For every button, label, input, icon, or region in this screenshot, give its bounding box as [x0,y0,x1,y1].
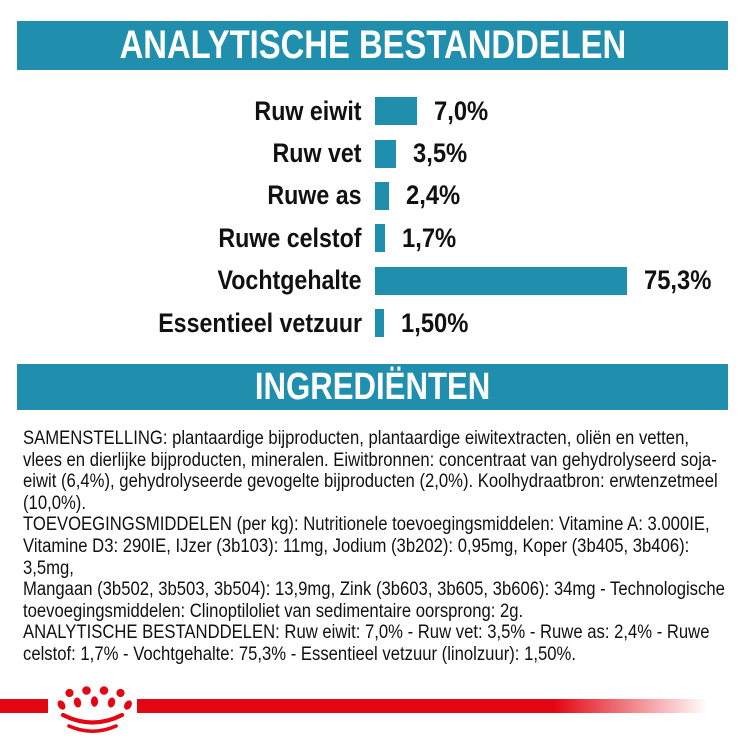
footer-red-band-left [0,699,48,713]
chart-bar [375,266,627,295]
chart-row: Vochtgehalte 75,3% [0,260,750,302]
chart-bar [375,309,384,338]
chart-value-label: 1,7% [402,222,457,253]
chart-category-label: Essentieel vetzuur [158,307,362,338]
analytical-components-bar-chart: Ruw eiwit 7,0% Ruw vet 3,5% Ruwe as 2,4% Ruwe … [0,90,750,344]
ingredients-title: INGREDIËNTEN [254,365,491,408]
chart-category-label: Ruwe as [267,180,362,211]
chart-category-label: Ruw vet [272,138,362,169]
composition-paragraph: SAMENSTELLING: plantaardige bijproducten… [23,428,718,514]
chart-value-label: 7,0% [434,95,489,126]
chart-category-label: Ruwe celstof [218,222,362,253]
chart-row: Essentieel vetzuur 1,50% [0,302,750,344]
chart-bar [375,181,389,210]
ingredients-text-block: SAMENSTELLING: plantaardige bijproducten… [23,428,735,666]
chart-value-label: 3,5% [413,138,468,169]
analytical-components-title: ANALYTISCHE BESTANDDELEN [119,23,626,67]
chart-row: Ruw vet 3,5% [0,132,750,174]
analytical-components-paragraph: ANALYTISCHE BESTANDDELEN: Ruw eiwit: 7,0… [23,622,710,665]
additives-paragraph: TOEVOEGINGSMIDDELEN (per kg): Nutritione… [23,514,725,622]
footer-red-band-right [137,699,750,713]
chart-bar [375,224,385,253]
chart-value-label: 2,4% [406,180,461,211]
royal-canin-crown-logo-icon [57,686,132,734]
chart-row: Ruwe celstof 1,7% [0,217,750,259]
chart-bar [375,97,417,126]
chart-bar [375,139,396,168]
chart-row: Ruw eiwit 7,0% [0,90,750,132]
chart-category-label: Vochtgehalte [217,265,362,296]
chart-row: Ruwe as 2,4% [0,175,750,217]
chart-category-label: Ruw eiwit [254,95,362,126]
analytical-components-banner: ANALYTISCHE BESTANDDELEN [17,21,728,70]
chart-value-label: 1,50% [401,307,469,338]
ingredients-banner: INGREDIËNTEN [17,364,728,410]
chart-value-label: 75,3% [644,265,712,296]
